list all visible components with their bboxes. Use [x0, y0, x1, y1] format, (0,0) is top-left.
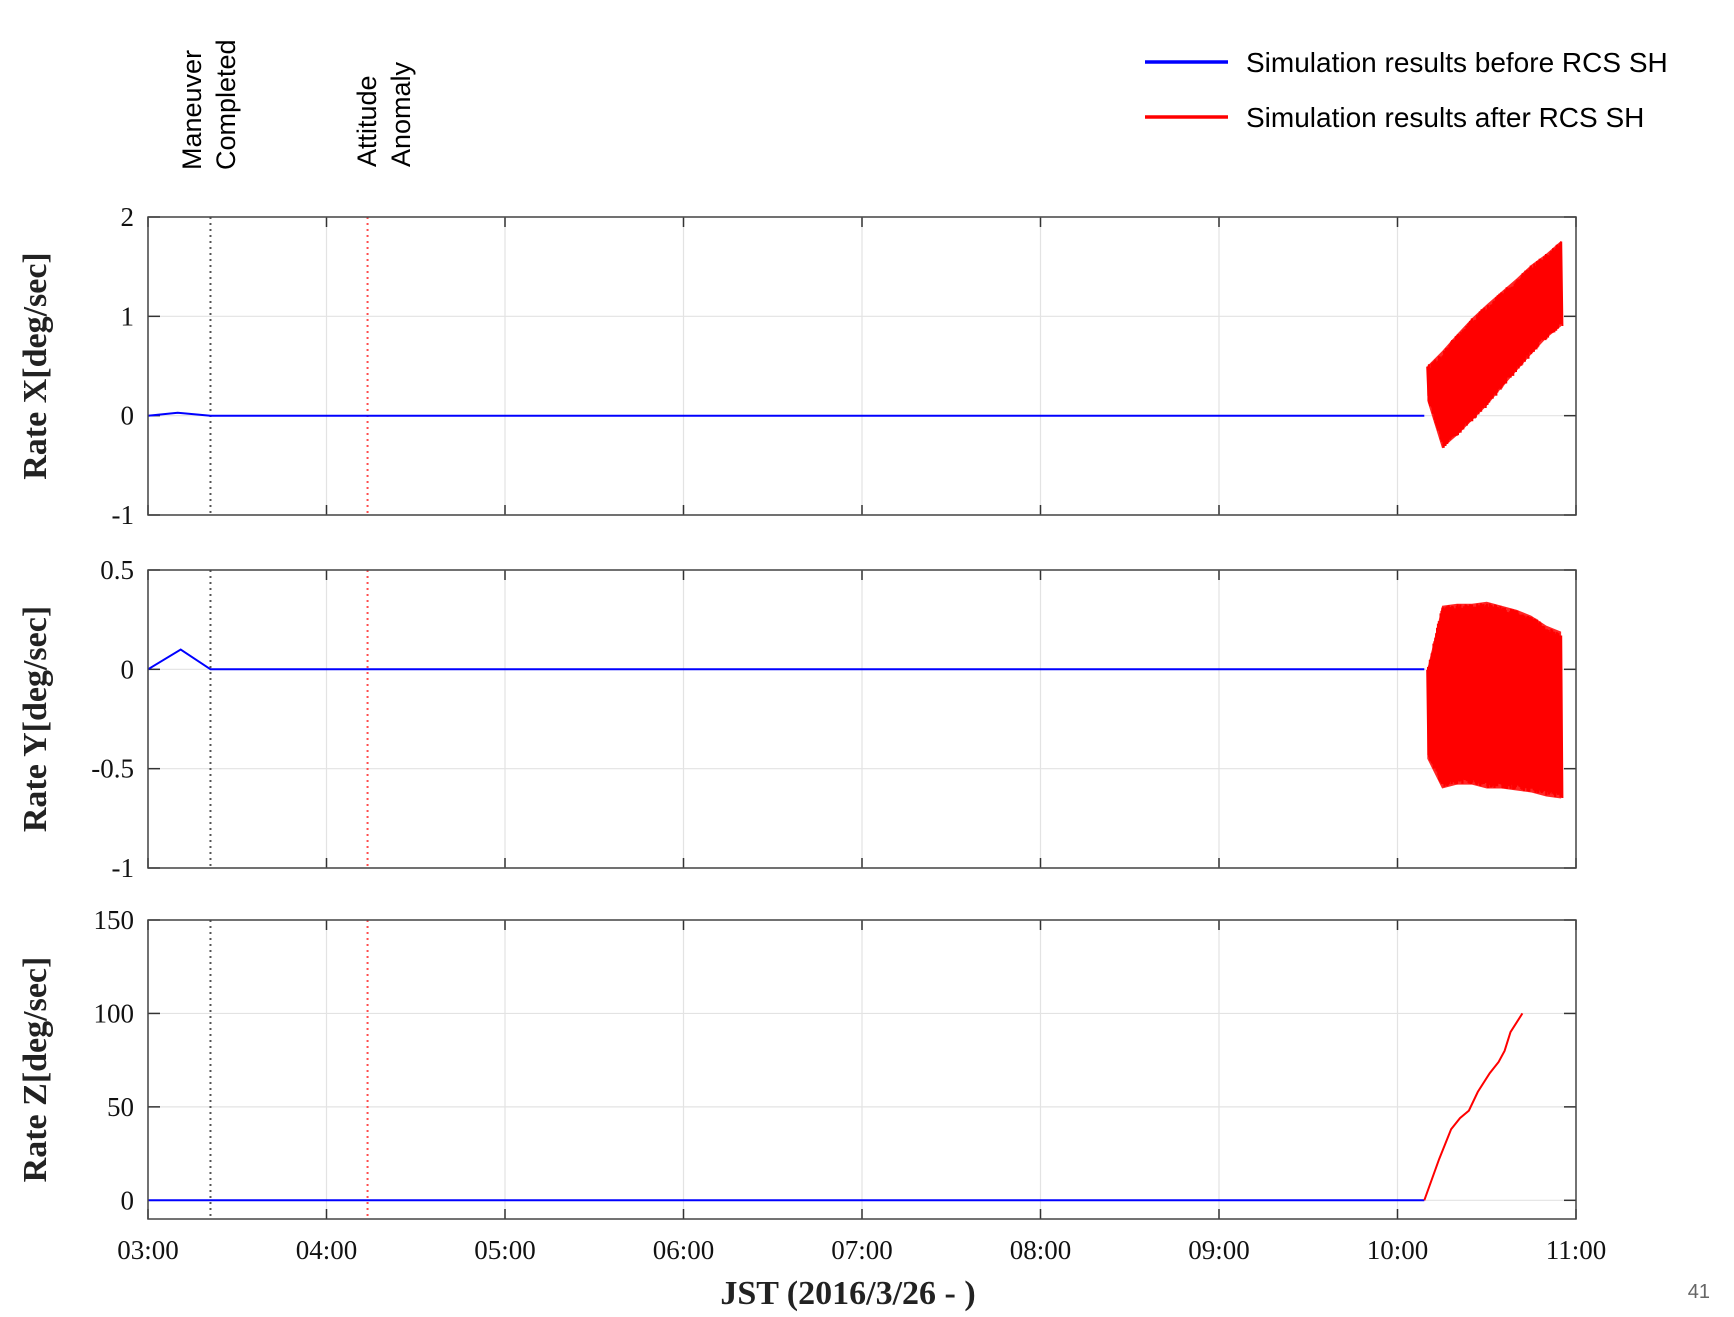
y-tick-label: -1: [112, 500, 135, 530]
legend-label-after: Simulation results after RCS SH: [1246, 102, 1644, 133]
plot-frame: [147, 569, 1577, 869]
x-tick-label: 10:00: [1367, 1235, 1429, 1265]
y-tick-label: 0: [121, 1185, 135, 1215]
event-label-line: Attitude: [352, 75, 382, 167]
y-tick-label: 1: [121, 301, 135, 331]
panel-rate-z: 150 100 50 0 Rate Z[deg/sec] 03:00 04:00 05:00 0…: [17, 905, 1606, 1265]
legend: Simulation results before RCS SH Simulat…: [1145, 47, 1668, 133]
event-label-line: Anomaly: [386, 61, 416, 167]
series-before-line: [147, 411, 1425, 417]
y-tick-label: 0: [121, 654, 135, 684]
event-label-line: Completed: [211, 39, 241, 170]
y-tick-label: 0.5: [100, 555, 134, 585]
plot-frame: [147, 919, 1577, 1220]
panel-rate-x: 2 1 0 -1 Rate X[deg/sec]: [17, 202, 1577, 530]
y-tick-label: 0: [121, 401, 135, 431]
y-axis-label: Rate Z[deg/sec]: [17, 957, 54, 1183]
y-tick-label: -1: [112, 853, 135, 883]
legend-label-before: Simulation results before RCS SH: [1246, 47, 1668, 78]
y-tick-label: 2: [121, 202, 135, 232]
event-label-maneuver-completed: Maneuver Completed: [177, 39, 241, 170]
series-after-envelope: [1427, 240, 1562, 449]
event-label-attitude-anomaly: Attitude Anomaly: [352, 61, 416, 167]
series-after-envelope: [1427, 601, 1562, 799]
x-tick-label: 05:00: [474, 1235, 536, 1265]
x-tick-label: 08:00: [1010, 1235, 1072, 1265]
y-tick-label: -0.5: [91, 754, 134, 784]
series-before-line: [147, 648, 1425, 671]
x-tick-label: 06:00: [653, 1235, 715, 1265]
y-axis-label: Rate X[deg/sec]: [17, 252, 54, 480]
x-tick-label: 07:00: [831, 1235, 893, 1265]
y-tick-label: 50: [107, 1092, 134, 1122]
x-tick-label: 09:00: [1188, 1235, 1250, 1265]
x-tick-label: 11:00: [1546, 1235, 1607, 1265]
y-tick-label: 100: [94, 998, 135, 1028]
y-tick-label: 150: [94, 905, 135, 935]
x-axis-label: JST (2016/3/26 - ): [720, 1275, 975, 1312]
x-tick-label: 03:00: [117, 1235, 179, 1265]
event-label-line: Maneuver: [177, 50, 207, 170]
y-axis-label: Rate Y[deg/sec]: [17, 606, 54, 832]
series-after-line: [1423, 1012, 1524, 1201]
panel-rate-y: 0.5 0 -0.5 -1 Rate Y[deg/sec]: [17, 555, 1577, 883]
plot-frame: [147, 216, 1577, 516]
page-number: 41: [1688, 1281, 1710, 1303]
x-tick-label: 04:00: [296, 1235, 358, 1265]
